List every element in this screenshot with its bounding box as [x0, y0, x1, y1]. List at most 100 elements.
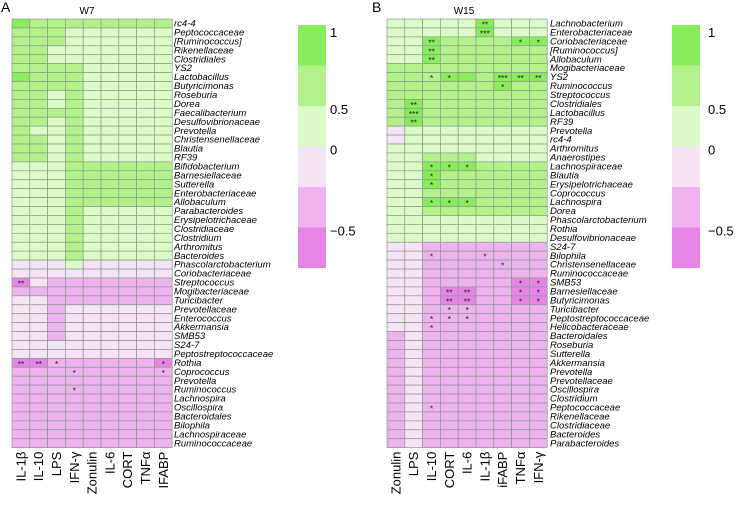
heatmap-cell: [11, 63, 31, 73]
heatmap-cell: [493, 36, 512, 47]
heatmap-cell: [65, 304, 84, 315]
heatmap-cell: [82, 331, 102, 341]
heatmap-cell: [118, 81, 137, 91]
significance-mark: *: [537, 37, 541, 47]
heatmap-cell: [11, 402, 31, 413]
heatmap-cell: [529, 402, 548, 413]
heatmap-cell: [475, 366, 495, 377]
row-label: Roseburia: [550, 340, 593, 351]
significance-mark: **: [446, 296, 453, 306]
heatmap-cell: [47, 349, 66, 359]
heatmap-cell: [493, 393, 512, 404]
heatmap-cell: [511, 125, 530, 136]
heatmap-cell: [511, 63, 530, 73]
heatmap-cell: [493, 250, 512, 261]
column-label: LPS: [406, 451, 421, 476]
row-label: Bacteroidales: [174, 412, 232, 423]
heatmap-cell: [47, 63, 66, 73]
heatmap-cell: [136, 36, 155, 47]
heatmap-cell: [457, 340, 477, 350]
heatmap-cell: [118, 143, 137, 154]
heatmap-cell: [457, 277, 477, 288]
heatmap-cell: [82, 340, 102, 350]
heatmap-cell: [493, 241, 512, 252]
row-label: Ruminococcus: [550, 81, 613, 92]
heatmap-cell: [136, 402, 155, 413]
heatmap-cell: [440, 134, 459, 145]
row-label: Turicibacter: [174, 295, 224, 306]
heatmap-cell: [493, 402, 512, 413]
heatmap-cell: [386, 161, 406, 172]
heatmap-cell: [529, 107, 548, 118]
heatmap-cell: [11, 197, 31, 207]
heatmap-cell: [136, 90, 155, 100]
heatmap-cell: [118, 286, 137, 297]
heatmap-cell: [493, 45, 512, 56]
heatmap-cell: [493, 411, 512, 422]
heatmap-cell: [457, 232, 477, 243]
heatmap-cell: [29, 90, 48, 100]
heatmap-cell: [136, 116, 155, 127]
heatmap-cell: [457, 331, 477, 341]
row-label: Lachnospira: [174, 394, 226, 405]
heatmap-cell: [457, 420, 477, 431]
significance-mark: **: [446, 287, 453, 297]
row-label: Blautia: [174, 144, 203, 155]
heatmap-cell: [457, 36, 477, 47]
heatmap-cell: [47, 179, 66, 190]
heatmap-cell: [65, 125, 84, 136]
heatmap-cell: [493, 161, 512, 172]
significance-mark: **: [535, 73, 542, 83]
heatmap-cell: [100, 241, 120, 252]
heatmap-cell: [386, 72, 406, 82]
heatmap-cell: [82, 295, 102, 306]
heatmap-cell: [11, 340, 31, 350]
heatmap-cell: [11, 295, 31, 306]
column-label: CORT: [120, 452, 135, 489]
heatmap-cell: [118, 116, 137, 127]
row-label: Bacteroides: [174, 251, 224, 262]
heatmap-cell: [440, 259, 459, 270]
row-label: Desulfovibrionaceae: [550, 233, 636, 244]
heatmap-cell: [118, 322, 137, 332]
heatmap-cell: [11, 99, 31, 109]
heatmap-cell: [529, 63, 548, 73]
heatmap-cell: [65, 161, 84, 172]
row-label: Clostridium: [550, 394, 598, 405]
row-label: Peptostreptococcaceae: [550, 313, 649, 324]
significance-mark: *: [73, 368, 77, 378]
heatmap-cell: [529, 161, 548, 172]
heatmap-cell: [100, 107, 120, 118]
heatmap-cell: [404, 232, 423, 243]
heatmap-cell: [475, 72, 495, 82]
heatmap-cell: [386, 134, 406, 145]
row-label: Erysipelotrichaceae: [550, 179, 633, 190]
heatmap-cell: [29, 152, 48, 163]
heatmap-cell: [136, 313, 155, 323]
heatmap-cell: [100, 331, 120, 341]
significance-mark: *: [448, 305, 452, 315]
heatmap-cell: [529, 170, 548, 181]
significance-mark: *: [448, 162, 452, 172]
row-label: Lachnospiraceae: [550, 161, 622, 172]
heatmap-cell: [440, 54, 459, 65]
heatmap-cell: [475, 349, 495, 359]
heatmap-cell: [136, 107, 155, 118]
heatmap-cell: [154, 45, 173, 56]
heatmap-cell: [118, 250, 137, 261]
heatmap-cell: [82, 215, 102, 225]
heatmap-cell: [65, 36, 84, 47]
row-label: Lachnospiraceae: [174, 429, 246, 440]
heatmap-cell: [29, 18, 48, 29]
row-label: S24-7: [174, 340, 200, 351]
heatmap-cell: [511, 206, 530, 216]
heatmap-cell: [118, 27, 137, 38]
heatmap-cell: [422, 224, 441, 234]
heatmap-cell: [457, 411, 477, 422]
heatmap-cell: [440, 438, 459, 448]
heatmap-cell: [11, 438, 31, 448]
heatmap-cell: [29, 331, 48, 341]
row-label: Enterobacteriaceae: [550, 28, 632, 39]
heatmap-cell: [529, 322, 548, 332]
